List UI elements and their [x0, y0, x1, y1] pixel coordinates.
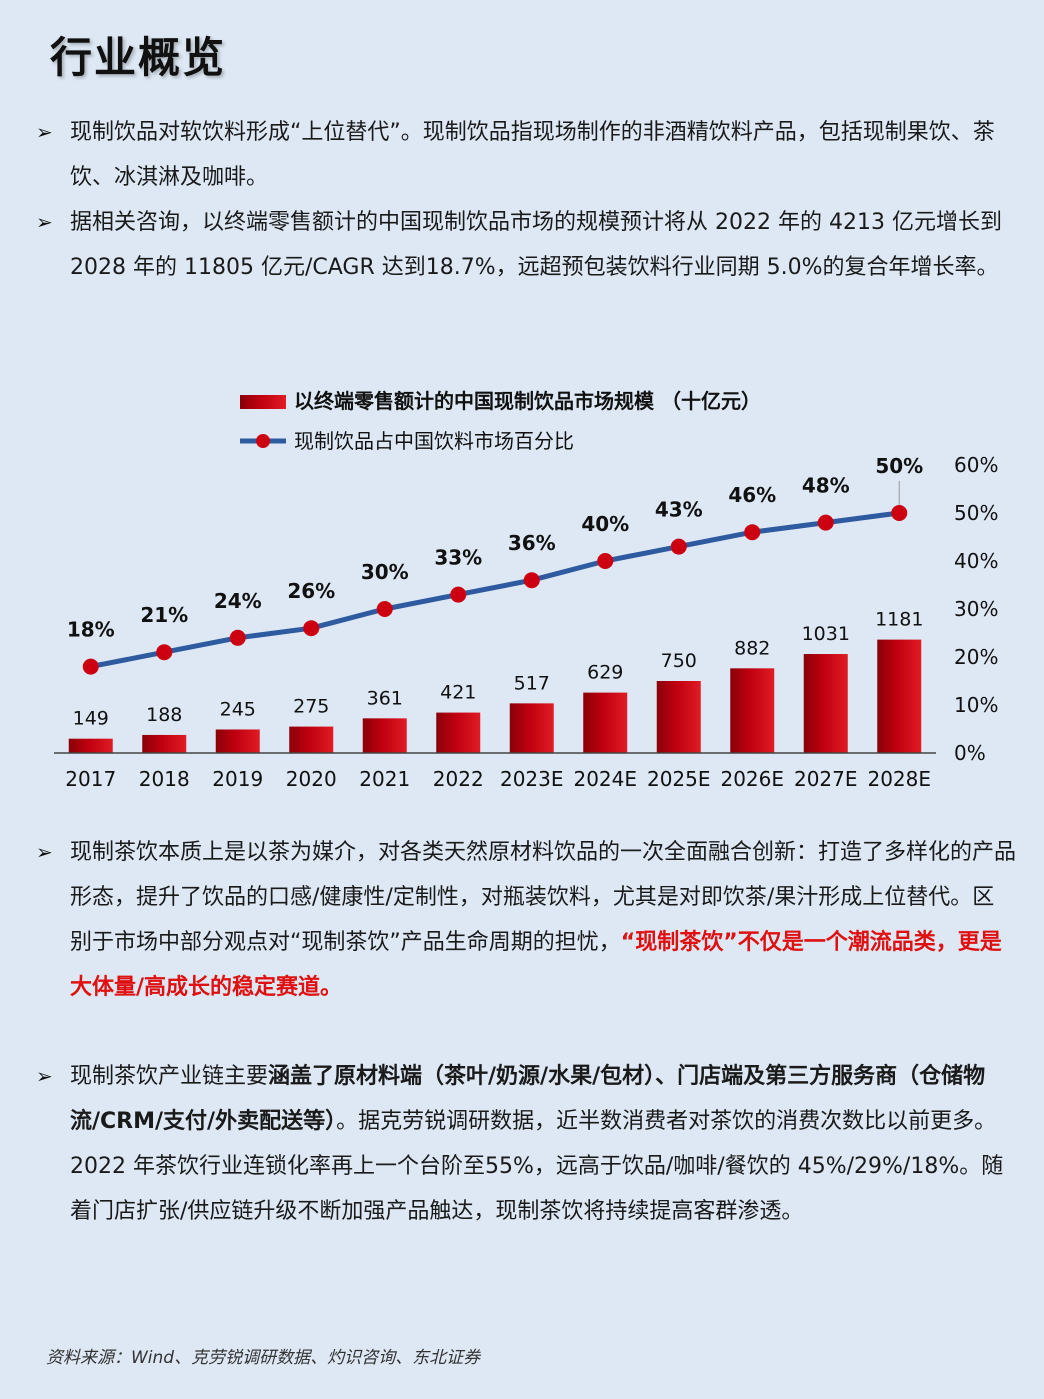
bar-value-label: 361 — [367, 687, 403, 709]
share-percent-label: 33% — [434, 546, 482, 570]
bullet-arrow-icon: ➢ — [36, 120, 53, 144]
x-axis-tick-label: 2025E — [647, 767, 711, 791]
share-percent-label: 26% — [287, 579, 335, 603]
bar-value-label: 629 — [587, 662, 623, 684]
right-axis-tick-label: 0% — [954, 741, 986, 765]
bar — [362, 718, 407, 753]
share-percent-label: 36% — [508, 531, 556, 555]
right-axis-tick-label: 40% — [954, 549, 998, 573]
share-point — [817, 514, 834, 531]
bar — [68, 738, 113, 753]
bar-value-label: 517 — [514, 672, 550, 694]
page-title: 行业概览 — [50, 33, 227, 82]
legend-bar-label: 以终端零售额计的中国现制饮品市场规模 （十亿元） — [294, 389, 761, 413]
share-point — [450, 586, 467, 603]
bar — [803, 654, 848, 753]
bullet-2: ➢ 据相关咨询，以终端零售额计的中国现制饮品市场的规模预计将从 2022 年的 … — [36, 200, 1016, 290]
share-percent-label: 40% — [581, 512, 629, 536]
bullet-text: 据相关咨询，以终端零售额计的中国现制饮品市场的规模预计将从 2022 年的 42… — [70, 210, 1002, 280]
legend-bar-swatch — [240, 395, 286, 409]
share-percent-label: 46% — [728, 483, 776, 507]
share-point — [376, 601, 393, 617]
bar — [436, 712, 481, 753]
source-note: 资料来源：Wind、克劳锐调研数据、灼识咨询、东北证券 — [46, 1348, 481, 1368]
bullet-highlight-text: “现制茶饮”不仅是一个潮流品类，更是大体量/高成长的稳定赛道。 — [70, 930, 1002, 1000]
x-axis-tick-label: 2028E — [867, 767, 931, 791]
share-percent-label: 50% — [875, 454, 923, 478]
bullet-text: 现制茶饮产业链主要涵盖了原材料端（茶叶/奶源/水果/包材）、门店端及第三方服务商… — [36, 1054, 1016, 1234]
share-point — [82, 658, 99, 675]
legend-line-dot — [256, 434, 270, 448]
share-point — [523, 572, 540, 589]
bar-value-label: 149 — [73, 708, 109, 730]
x-axis-tick-label: 2023E — [500, 767, 564, 791]
share-point — [597, 553, 614, 569]
bullet-1: ➢ 现制饮品对软饮料形成“上位替代”。现制饮品指现场制作的非酒精饮料产品，包括现… — [36, 110, 1016, 200]
market-size-chart: 以终端零售额计的中国现制饮品市场规模 （十亿元） 现制饮品占中国饮料市场百分比 0%… — [54, 389, 998, 791]
bullet-pre-text: 现制茶饮产业链主要 — [70, 1064, 269, 1089]
x-axis-tick-label: 2026E — [720, 767, 784, 791]
bar-value-label: 245 — [220, 698, 256, 720]
bullet-bold-text: 涵盖了原材料端（茶叶/奶源/水果/包材）、门店端及第三方服务商（仓储物流/CRM… — [70, 1064, 986, 1134]
bullet-plain-text: 现制茶饮本质上是以茶为媒介，对各类天然原材料饮品的一次全面融合创新：打造了多样化… — [70, 840, 1017, 955]
x-axis-tick-label: 2020 — [286, 767, 337, 791]
bar — [215, 729, 260, 753]
bar — [509, 703, 554, 753]
bar-value-label: 275 — [293, 696, 329, 718]
bar-value-label: 421 — [440, 682, 476, 704]
bullet-post-text: 。据克劳锐调研数据，近半数消费者对茶饮的消费次数比以前更多。2022 年茶饮行业… — [70, 1109, 1004, 1224]
bullet-arrow-icon: ➢ — [36, 840, 53, 864]
x-axis-tick-label: 2024E — [573, 767, 637, 791]
x-axis-tick-label: 2018 — [139, 767, 190, 791]
share-percent-label: 21% — [140, 603, 188, 627]
share-point — [670, 538, 687, 555]
bullet-text: 现制饮品对软饮料形成“上位替代”。现制饮品指现场制作的非酒精饮料产品，包括现制果… — [70, 120, 995, 190]
bar-value-label: 1181 — [875, 609, 923, 631]
right-axis-tick-label: 50% — [954, 501, 998, 525]
legend-line-label: 现制饮品占中国饮料市场百分比 — [294, 429, 574, 453]
x-axis-tick-label: 2017 — [65, 767, 116, 791]
share-point — [744, 524, 761, 541]
bar-value-label: 750 — [661, 650, 697, 672]
right-axis-tick-label: 20% — [954, 645, 998, 669]
bar — [730, 668, 775, 753]
right-axis-tick-label: 10% — [954, 693, 998, 717]
bar — [289, 726, 334, 753]
share-point — [156, 644, 173, 661]
bullet-4: ➢ 现制茶饮产业链主要涵盖了原材料端（茶叶/奶源/水果/包材）、门店端及第三方服… — [36, 1054, 1016, 1234]
share-line — [90, 510, 900, 670]
x-axis-tick-label: 2027E — [794, 767, 858, 791]
share-percent-label: 24% — [214, 589, 262, 613]
bar-value-label: 1031 — [802, 623, 850, 645]
right-axis-tick-label: 60% — [954, 453, 998, 477]
x-axis-tick-label: 2021 — [359, 767, 410, 791]
share-point — [891, 505, 908, 521]
share-percent-label: 30% — [361, 560, 409, 584]
bullet-3: ➢ 现制茶饮本质上是以茶为媒介，对各类天然原材料饮品的一次全面融合创新：打造了多… — [36, 830, 1016, 1010]
share-point — [229, 629, 246, 646]
bullet-arrow-icon: ➢ — [36, 210, 53, 234]
right-axis-tick-label: 30% — [954, 597, 998, 621]
bar-value-label: 188 — [146, 704, 182, 726]
bar — [142, 734, 187, 753]
share-percent-label: 18% — [67, 618, 115, 642]
x-axis-tick-label: 2022 — [433, 767, 484, 791]
bullet-arrow-icon: ➢ — [36, 1064, 53, 1088]
bar-value-label: 882 — [734, 637, 770, 659]
bullet-text: 现制茶饮本质上是以茶为媒介，对各类天然原材料饮品的一次全面融合创新：打造了多样化… — [36, 830, 1016, 1010]
bar — [656, 681, 701, 753]
share-point — [303, 620, 320, 637]
share-percent-label: 48% — [802, 474, 850, 498]
bar — [583, 692, 628, 753]
x-axis-tick-label: 2019 — [212, 767, 263, 791]
share-percent-label: 43% — [655, 498, 703, 522]
bar — [877, 639, 922, 753]
